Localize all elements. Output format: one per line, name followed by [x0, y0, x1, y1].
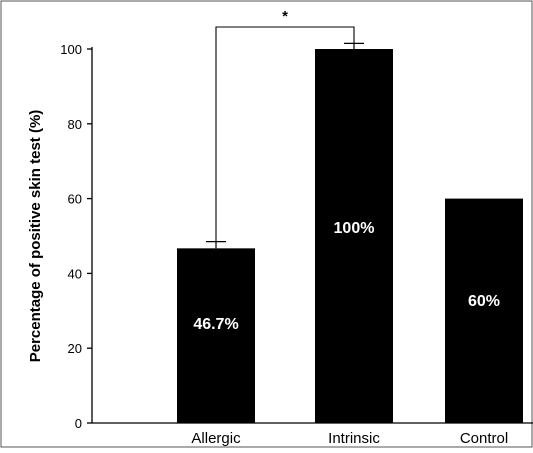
y-tick-label: 80: [68, 117, 82, 132]
x-axis: Allergic Intrinsic Control: [92, 422, 533, 447]
significance-annotation: *: [215, 8, 355, 242]
bar: [445, 198, 523, 423]
x-tick-label: Control: [460, 430, 508, 447]
significance-star: *: [282, 8, 288, 25]
x-tick-label: Intrinsic: [328, 430, 380, 447]
bar: [177, 248, 255, 423]
y-tick-label: 100: [60, 42, 82, 57]
x-tick-label: Allergic: [191, 430, 241, 447]
bar-value-label: 46.7%: [193, 316, 238, 333]
y-tick-label: 60: [68, 192, 82, 207]
y-tick-label: 20: [68, 341, 82, 356]
y-axis: 0 20 40 60 80 100: [60, 42, 93, 431]
bars: 46.7% 100% 60%: [177, 42, 523, 423]
bar: [315, 49, 393, 423]
bar-value-label: 100%: [334, 220, 375, 237]
y-tick-label: 0: [75, 416, 82, 431]
significance-bracket: [215, 26, 355, 242]
y-axis-label: Percentage of positive skin test (%): [27, 110, 44, 363]
y-tick-label: 40: [68, 266, 82, 281]
bar-value-label: 60%: [468, 293, 500, 310]
